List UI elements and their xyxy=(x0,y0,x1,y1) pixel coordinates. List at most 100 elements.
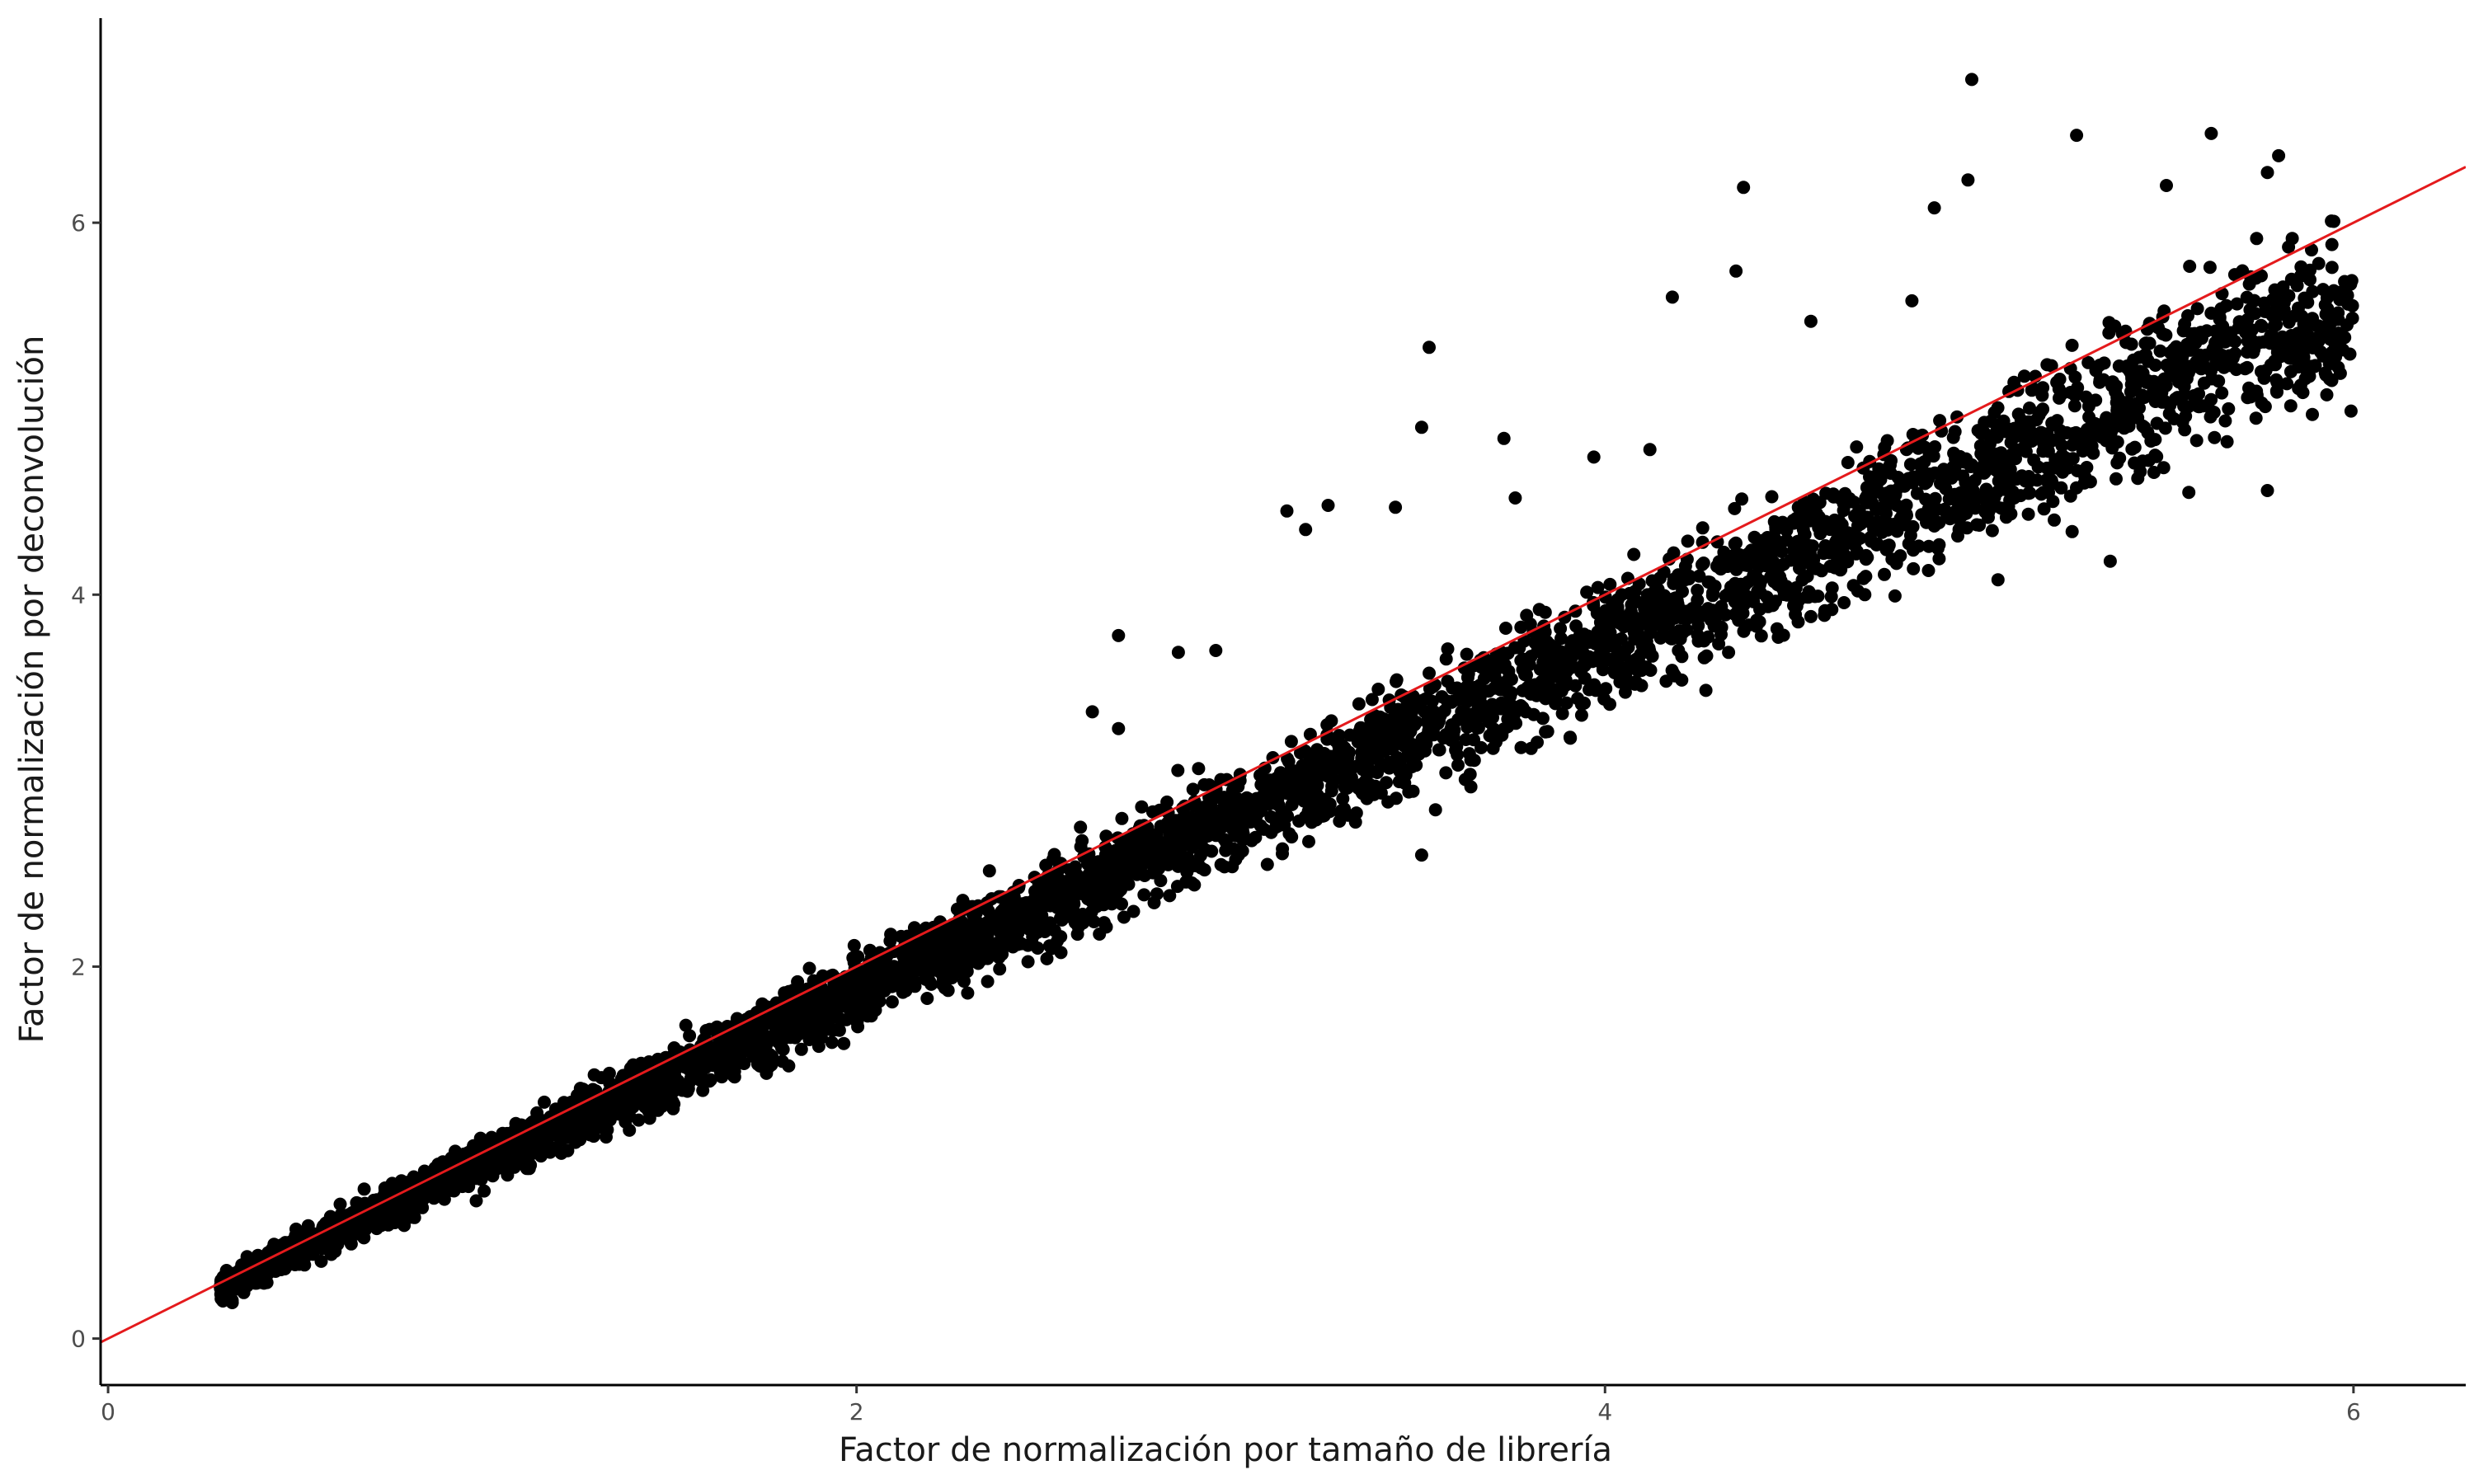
data-point xyxy=(2189,334,2203,348)
data-point xyxy=(1714,627,1728,641)
data-point xyxy=(1691,584,1705,597)
data-point xyxy=(2226,351,2240,365)
data-point xyxy=(1391,702,1405,716)
data-point xyxy=(2203,261,2217,275)
data-point xyxy=(1644,626,1658,640)
outlier-point xyxy=(1085,705,1099,719)
data-point xyxy=(2040,358,2054,372)
data-point xyxy=(2305,243,2318,257)
data-point xyxy=(1009,926,1023,940)
data-point xyxy=(981,974,995,989)
data-point xyxy=(1271,819,1285,833)
data-point xyxy=(634,1056,648,1070)
data-point xyxy=(1703,575,1717,589)
data-point xyxy=(956,955,970,968)
data-point xyxy=(1786,543,1800,557)
data-point xyxy=(2257,296,2271,310)
data-point xyxy=(2157,461,2171,475)
data-point xyxy=(1336,791,1350,805)
data-point xyxy=(751,1036,765,1050)
data-point xyxy=(1068,868,1082,882)
data-point xyxy=(1170,820,1184,834)
data-point xyxy=(1667,667,1681,680)
data-point xyxy=(2242,333,2256,347)
data-point xyxy=(1338,750,1352,764)
data-point xyxy=(2293,378,2307,392)
data-point xyxy=(1798,528,1811,541)
data-point xyxy=(1552,667,1566,681)
data-point xyxy=(1774,559,1788,573)
outlier-point xyxy=(2160,179,2173,192)
data-point xyxy=(1985,524,1999,538)
data-point xyxy=(1681,534,1695,548)
data-point xyxy=(2083,475,2097,489)
data-point xyxy=(811,1040,825,1054)
outlier-point xyxy=(1112,628,1126,642)
data-point xyxy=(1630,625,1644,639)
data-point xyxy=(1860,510,1874,524)
data-point xyxy=(2345,298,2359,312)
data-point xyxy=(1863,470,1876,484)
data-point xyxy=(536,1126,550,1139)
data-point xyxy=(2048,513,2061,527)
data-point xyxy=(1790,599,1804,613)
outlier-point xyxy=(1587,450,1601,464)
data-point xyxy=(2264,336,2277,350)
data-point xyxy=(469,1194,483,1208)
data-point xyxy=(694,1046,708,1060)
data-point xyxy=(1824,589,1838,603)
data-point xyxy=(2178,423,2192,437)
data-point xyxy=(1956,495,1970,509)
data-point xyxy=(837,1036,851,1050)
data-point xyxy=(1921,472,1935,486)
data-point xyxy=(727,1036,741,1049)
data-point xyxy=(1776,580,1790,594)
data-point xyxy=(2222,402,2236,416)
data-point xyxy=(668,1069,682,1083)
data-point xyxy=(2331,306,2345,320)
data-point xyxy=(1920,515,1933,529)
data-point xyxy=(1559,679,1573,693)
data-point xyxy=(847,982,861,996)
data-point xyxy=(1536,711,1550,726)
data-point xyxy=(2270,345,2284,359)
data-point xyxy=(1320,732,1334,746)
data-point xyxy=(1222,807,1236,821)
data-point xyxy=(1100,852,1114,866)
data-point xyxy=(1087,915,1101,928)
data-point xyxy=(2220,434,2234,448)
data-point xyxy=(1885,552,1899,566)
data-point xyxy=(1032,877,1046,891)
data-point xyxy=(884,928,898,942)
data-point xyxy=(1722,646,1736,660)
data-point xyxy=(1926,449,1940,463)
data-point xyxy=(1021,955,1035,969)
outlier-point xyxy=(1961,173,1975,187)
data-point xyxy=(638,1100,652,1114)
data-point xyxy=(1701,602,1715,616)
data-point xyxy=(1427,679,1440,693)
data-point xyxy=(1618,685,1632,699)
data-point xyxy=(1780,533,1794,547)
data-point xyxy=(2019,444,2033,458)
data-point xyxy=(1968,501,1982,515)
data-point xyxy=(1409,758,1423,773)
outlier-point xyxy=(1991,573,2005,587)
data-point xyxy=(1990,430,2004,444)
data-point xyxy=(2046,495,2060,509)
data-point xyxy=(1696,556,1710,570)
data-point xyxy=(696,1075,709,1089)
data-point xyxy=(397,1203,411,1217)
data-point xyxy=(1752,615,1766,629)
data-point xyxy=(1699,683,1713,697)
data-point xyxy=(1316,753,1329,767)
data-point xyxy=(1850,440,1864,454)
data-point xyxy=(1285,797,1299,811)
data-point xyxy=(1083,890,1097,904)
data-point xyxy=(357,1231,371,1245)
data-point xyxy=(1583,683,1596,697)
data-point xyxy=(1719,608,1733,622)
data-point xyxy=(2037,502,2051,516)
data-point xyxy=(2082,410,2096,424)
data-point xyxy=(1767,514,1781,528)
